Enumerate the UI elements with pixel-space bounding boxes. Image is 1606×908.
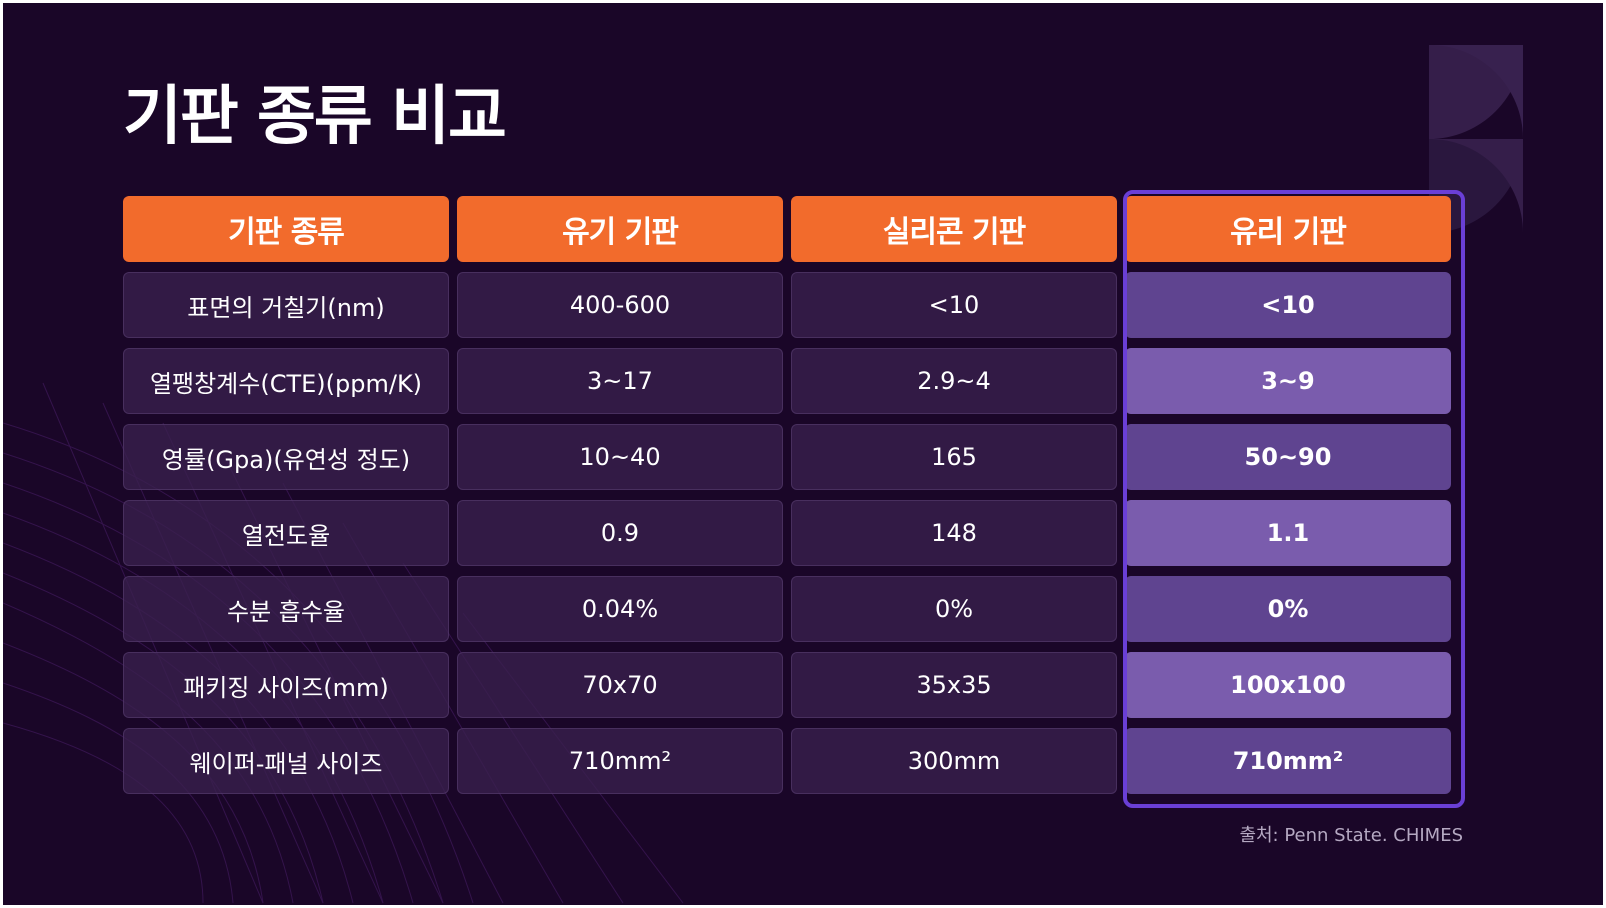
table-cell: 400-600 <box>457 272 783 338</box>
glass-cell: <10 <box>1125 272 1451 338</box>
table-cell: 2.9~4 <box>791 348 1117 414</box>
table-cell: 165 <box>791 424 1117 490</box>
table-cell: 0.9 <box>457 500 783 566</box>
table-cell: 300mm <box>791 728 1117 794</box>
glass-cell: 100x100 <box>1125 652 1451 718</box>
table-cell: 3~17 <box>457 348 783 414</box>
page-title: 기판 종류 비교 <box>123 80 507 154</box>
glass-cell: 1.1 <box>1125 500 1451 566</box>
header-glass-substrate: 유리 기판 <box>1125 196 1451 262</box>
comparison-table: 기판 종류 유기 기판 실리콘 기판 유리 기판 표면의 거칠기(nm) 400… <box>123 196 1451 794</box>
row-label-packaging-size: 패키징 사이즈(mm) <box>123 652 449 718</box>
row-label-cte: 열팽창계수(CTE)(ppm/K) <box>123 348 449 414</box>
row-label-moisture-absorption: 수분 흡수율 <box>123 576 449 642</box>
header-silicon-substrate: 실리콘 기판 <box>791 196 1117 262</box>
glass-cell: 50~90 <box>1125 424 1451 490</box>
header-organic-substrate: 유기 기판 <box>457 196 783 262</box>
row-label-surface-roughness: 표면의 거칠기(nm) <box>123 272 449 338</box>
source-citation: 출처: Penn State. CHIMES <box>1239 825 1463 846</box>
table-cell: 10~40 <box>457 424 783 490</box>
table-cell: 70x70 <box>457 652 783 718</box>
row-label-wafer-panel-size: 웨이퍼-패널 사이즈 <box>123 728 449 794</box>
table-cell: 0% <box>791 576 1117 642</box>
table-cell: 0.04% <box>457 576 783 642</box>
glass-cell: 710mm² <box>1125 728 1451 794</box>
glass-cell: 0% <box>1125 576 1451 642</box>
table-cell: 710mm² <box>457 728 783 794</box>
table-cell: 148 <box>791 500 1117 566</box>
table-cell: 35x35 <box>791 652 1117 718</box>
slide: 기판 종류 비교 기판 종류 유기 기판 실리콘 기판 유리 기판 표면의 거칠… <box>3 3 1603 905</box>
header-substrate-type: 기판 종류 <box>123 196 449 262</box>
table-cell: <10 <box>791 272 1117 338</box>
glass-cell: 3~9 <box>1125 348 1451 414</box>
quarter-circle-decoration <box>1429 45 1523 233</box>
row-label-youngs-modulus: 영률(Gpa)(유연성 정도) <box>123 424 449 490</box>
row-label-thermal-conductivity: 열전도율 <box>123 500 449 566</box>
